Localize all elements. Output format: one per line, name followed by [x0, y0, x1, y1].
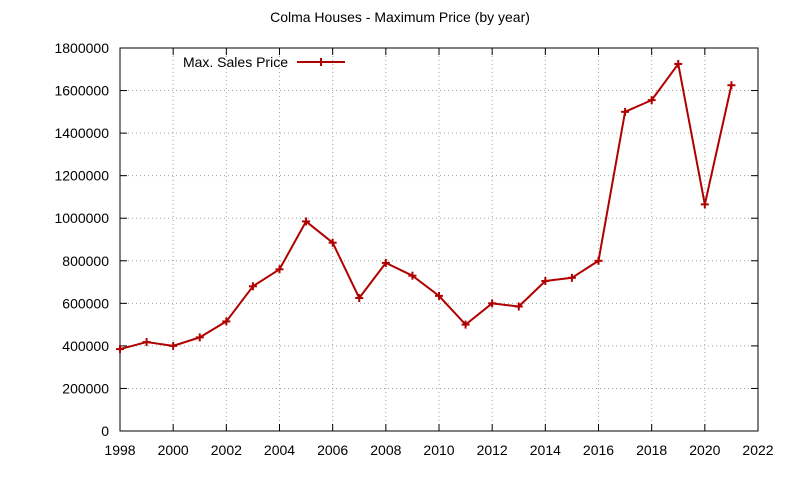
x-tick-label: 2008 — [370, 442, 401, 458]
data-point — [116, 345, 124, 354]
y-tick-label: 800000 — [62, 253, 109, 269]
y-tick-label: 600000 — [62, 295, 109, 311]
data-point — [381, 258, 390, 267]
data-point — [541, 276, 550, 285]
series-line — [119, 62, 733, 351]
y-tick-label: 1400000 — [54, 125, 109, 141]
x-tick-label: 2022 — [742, 442, 773, 458]
data-point — [700, 200, 709, 209]
plot-frame — [119, 47, 759, 432]
data-point — [248, 282, 257, 291]
x-tick-label: 2018 — [636, 442, 667, 458]
data-point — [142, 338, 151, 347]
x-tick-label: 2014 — [530, 442, 561, 458]
data-point — [275, 265, 284, 274]
data-point — [647, 96, 656, 105]
grid-lines — [120, 48, 758, 431]
data-point — [435, 291, 443, 300]
y-tick-label: 1200000 — [54, 168, 109, 184]
data-point — [461, 320, 470, 329]
data-point — [169, 341, 178, 350]
data-point — [195, 333, 204, 342]
x-tick-label: 2012 — [477, 442, 508, 458]
data-point — [674, 59, 683, 68]
x-tick-label: 2010 — [423, 442, 454, 458]
data-point — [488, 299, 497, 308]
y-tick-label: 1000000 — [54, 210, 109, 226]
data-point — [567, 273, 576, 282]
x-tick-label: 2000 — [158, 442, 189, 458]
legend: Max. Sales Price — [183, 54, 345, 70]
data-point — [328, 238, 337, 247]
x-tick-label: 2002 — [211, 442, 242, 458]
x-tick-label: 2016 — [583, 442, 614, 458]
x-tick-label: 1998 — [104, 442, 135, 458]
y-tick-label: 0 — [101, 423, 109, 439]
data-point — [222, 317, 231, 326]
y-tick-label: 400000 — [62, 338, 109, 354]
data-point — [621, 107, 630, 116]
y-tick-label: 200000 — [62, 380, 109, 396]
data-point — [355, 294, 364, 303]
data-point — [302, 217, 311, 226]
x-tick-label: 2006 — [317, 442, 348, 458]
data-point — [594, 256, 603, 265]
data-point — [408, 271, 417, 280]
series-layer — [116, 59, 736, 354]
data-point — [727, 81, 736, 90]
x-tick-label: 2020 — [689, 442, 720, 458]
chart-title: Colma Houses - Maximum Price (by year) — [270, 9, 530, 25]
x-tick-label: 2004 — [264, 442, 295, 458]
data-point — [514, 302, 523, 311]
y-tick-label: 1600000 — [54, 83, 109, 99]
axes: 1998 2000 2002 2004 2006 2008 2010 2012 2014 2016… — [54, 40, 773, 458]
y-tick-label: 1800000 — [54, 40, 109, 56]
legend-label: Max. Sales Price — [183, 54, 288, 70]
